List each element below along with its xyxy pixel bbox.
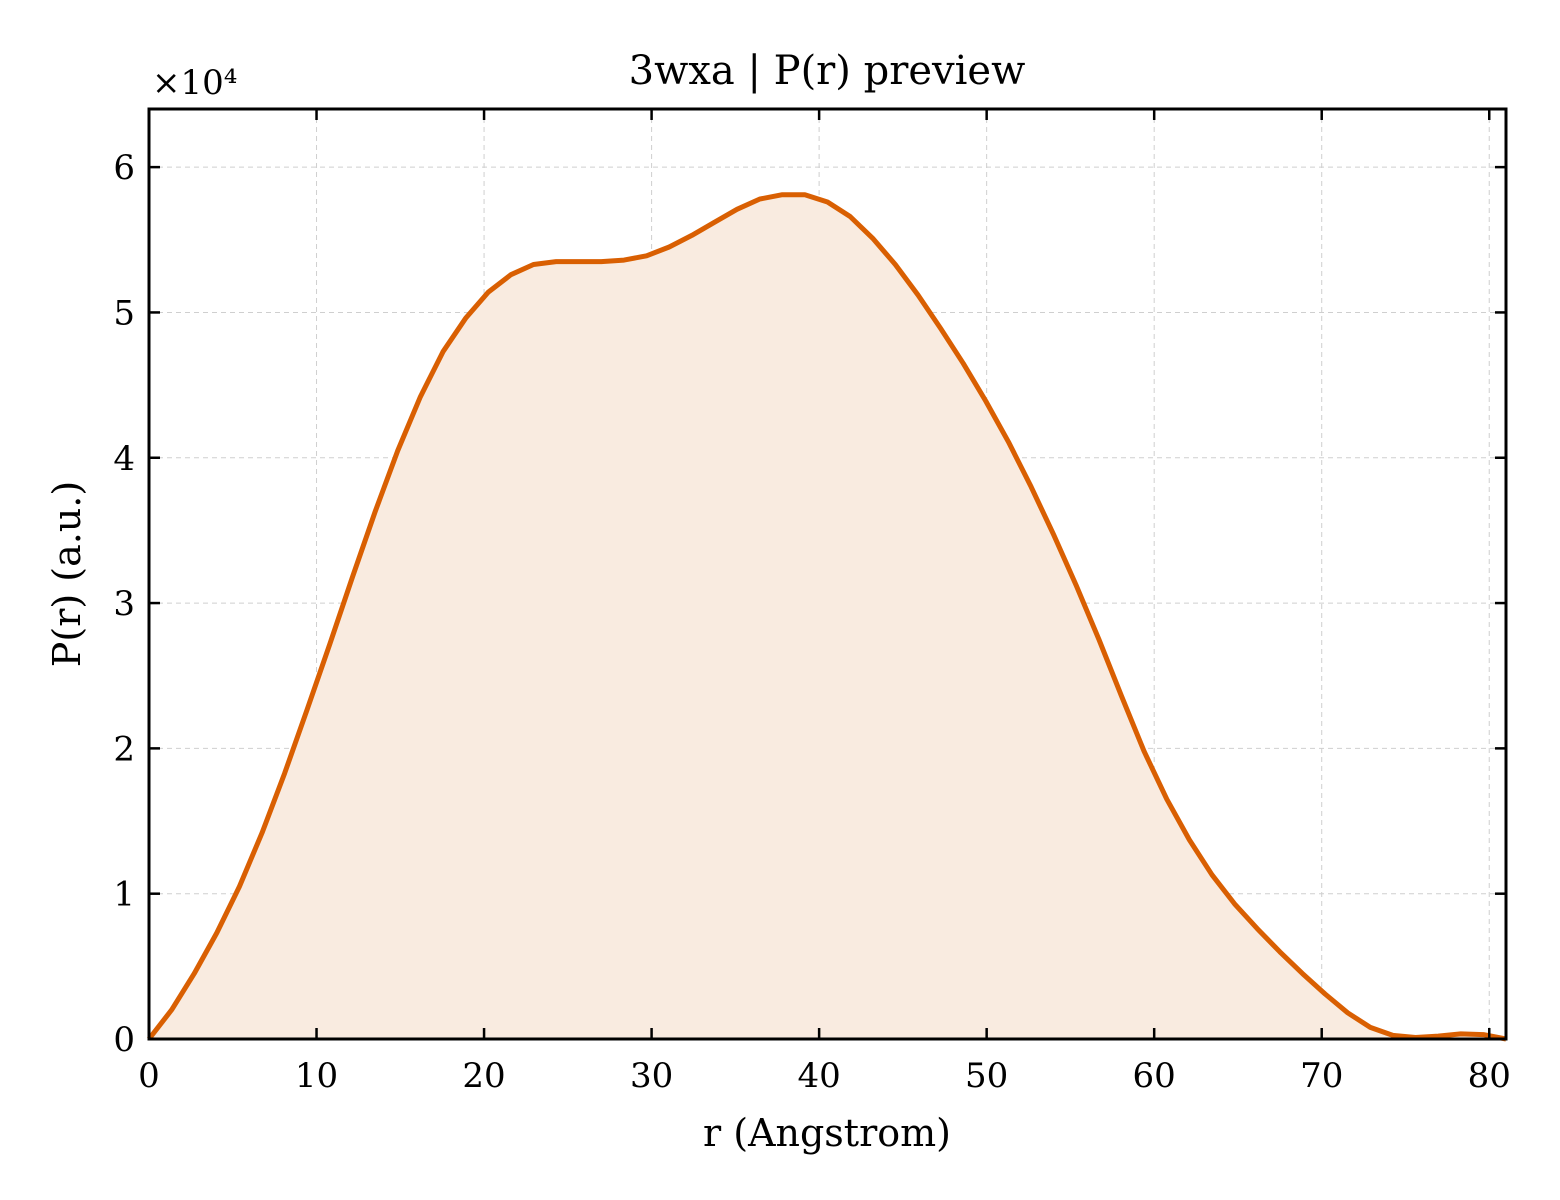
y-tick-label: 2 [113, 729, 135, 769]
pr-series-line [147, 192, 1507, 1042]
y-tick-label: 5 [113, 293, 135, 333]
x-tick-label: 50 [965, 1056, 1008, 1096]
x-tick-label: 70 [1300, 1056, 1343, 1096]
x-tick-label: 10 [295, 1056, 338, 1096]
tick-layer: 0 10 20 30 40 50 60 70 80 0 1 2 3 4 5 6 [113, 109, 1511, 1096]
chart-title: 3wxa | P(r) preview [629, 48, 1026, 94]
y-tick-label: 1 [113, 875, 135, 915]
x-tick-label: 60 [1133, 1056, 1176, 1096]
y-tick-label: 3 [113, 584, 135, 624]
y-axis-label: P(r) (a.u.) [45, 481, 89, 667]
y-tick-label: 6 [113, 148, 135, 188]
x-tick-label: 80 [1468, 1056, 1511, 1096]
x-tick-label: 20 [462, 1056, 505, 1096]
x-tick-label: 40 [797, 1056, 840, 1096]
x-tick-label: 0 [138, 1056, 160, 1096]
x-axis-label: r (Angstrom) [703, 1111, 951, 1155]
x-tick-label: 30 [630, 1056, 673, 1096]
y-tick-label: 4 [113, 439, 135, 479]
pr-area-fill [149, 194, 1506, 1039]
y-tick-label: 0 [113, 1020, 135, 1060]
y-offset-label: ×10⁴ [152, 63, 237, 103]
plot-frame [147, 107, 1508, 1041]
